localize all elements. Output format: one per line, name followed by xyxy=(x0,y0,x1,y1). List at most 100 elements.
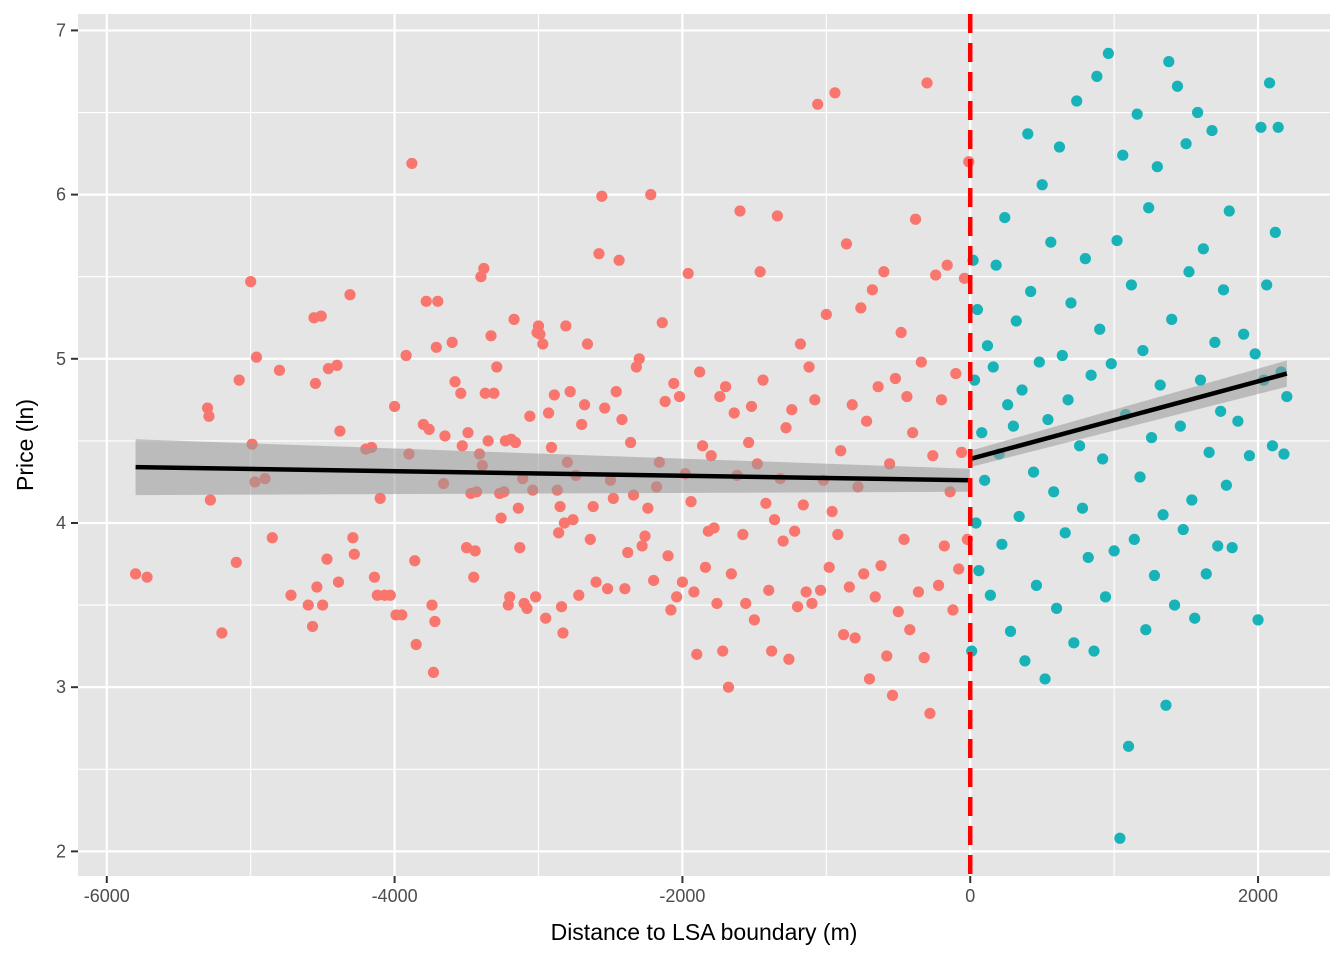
data-point xyxy=(866,284,878,296)
data-point xyxy=(921,77,933,89)
data-point xyxy=(456,440,468,452)
data-point xyxy=(947,604,959,616)
data-point xyxy=(1174,420,1186,432)
data-point xyxy=(439,430,451,442)
data-point xyxy=(1157,509,1169,521)
data-point xyxy=(423,423,435,436)
data-point xyxy=(875,560,887,572)
data-point xyxy=(694,366,706,378)
data-point xyxy=(783,653,795,665)
data-point xyxy=(1128,533,1140,546)
data-point xyxy=(1065,297,1077,309)
data-point xyxy=(717,645,729,657)
data-point xyxy=(1145,432,1158,444)
data-point xyxy=(676,576,689,588)
data-point xyxy=(534,328,546,340)
data-point xyxy=(204,494,216,506)
data-point xyxy=(1059,527,1071,539)
data-point xyxy=(427,666,440,679)
data-point xyxy=(786,404,798,416)
data-point xyxy=(648,574,660,587)
data-point xyxy=(488,387,500,399)
data-point xyxy=(203,410,215,422)
data-point xyxy=(545,441,558,454)
data-point xyxy=(1243,450,1256,462)
data-point xyxy=(771,210,783,222)
data-point xyxy=(309,377,322,390)
data-point xyxy=(315,310,327,322)
data-point xyxy=(714,390,726,403)
data-point xyxy=(581,338,594,350)
data-point xyxy=(593,248,605,260)
data-point xyxy=(760,497,772,509)
data-point xyxy=(1099,591,1112,603)
y-tick-label: 7 xyxy=(56,20,66,40)
data-point xyxy=(619,583,631,595)
data-point xyxy=(564,386,576,398)
data-point xyxy=(384,589,396,601)
data-point xyxy=(1140,624,1152,636)
data-point xyxy=(460,542,473,554)
data-point xyxy=(970,517,982,529)
data-point xyxy=(504,591,516,603)
data-point xyxy=(578,399,591,411)
confidence-band xyxy=(970,360,1287,468)
data-point xyxy=(1143,202,1155,214)
data-point xyxy=(317,599,329,611)
data-point xyxy=(530,591,542,603)
data-point xyxy=(1122,740,1135,752)
data-point xyxy=(509,436,522,449)
data-point xyxy=(388,400,401,413)
data-point xyxy=(537,338,549,350)
data-point xyxy=(918,652,930,664)
data-point xyxy=(1071,95,1083,107)
data-point xyxy=(285,589,297,601)
data-point xyxy=(233,374,245,386)
data-point xyxy=(374,492,386,504)
data-point xyxy=(599,402,611,414)
data-point xyxy=(344,289,356,301)
data-point xyxy=(625,436,637,449)
x-tick-label: 0 xyxy=(965,886,975,906)
data-point xyxy=(334,425,346,437)
data-point xyxy=(601,583,614,595)
data-point xyxy=(1125,279,1138,291)
y-tick-label: 6 xyxy=(56,185,66,205)
fit-line xyxy=(969,371,1288,462)
data-point xyxy=(886,689,899,701)
data-point xyxy=(1007,420,1020,432)
data-point xyxy=(878,266,890,278)
data-point xyxy=(250,351,263,363)
data-point xyxy=(1019,655,1031,667)
data-point xyxy=(872,381,884,393)
data-point xyxy=(858,568,870,580)
data-point xyxy=(1269,226,1281,238)
data-point xyxy=(812,98,824,110)
data-point xyxy=(1168,599,1181,611)
data-point xyxy=(560,320,572,332)
data-point xyxy=(567,514,579,526)
data-point xyxy=(311,581,323,593)
data-point xyxy=(722,681,735,693)
x-axis-title: Distance to LSA boundary (m) xyxy=(551,919,858,945)
x-tick-label: -2000 xyxy=(659,886,705,906)
data-point xyxy=(745,400,758,413)
data-point xyxy=(1220,479,1232,491)
y-axis-title: Price (ln) xyxy=(12,399,38,491)
data-point xyxy=(979,474,991,486)
data-point xyxy=(1154,379,1166,391)
y-tick-label: 2 xyxy=(56,841,66,861)
data-point xyxy=(909,213,922,225)
data-point xyxy=(1050,602,1063,614)
data-point xyxy=(789,525,801,537)
data-point xyxy=(1238,328,1250,340)
data-point xyxy=(1197,243,1209,255)
data-point xyxy=(645,189,657,201)
data-point xyxy=(763,584,775,596)
data-point xyxy=(927,450,939,462)
data-point xyxy=(129,568,142,580)
data-point xyxy=(1166,313,1178,325)
data-point xyxy=(999,211,1011,224)
data-point xyxy=(1151,161,1163,173)
data-point xyxy=(901,390,913,403)
